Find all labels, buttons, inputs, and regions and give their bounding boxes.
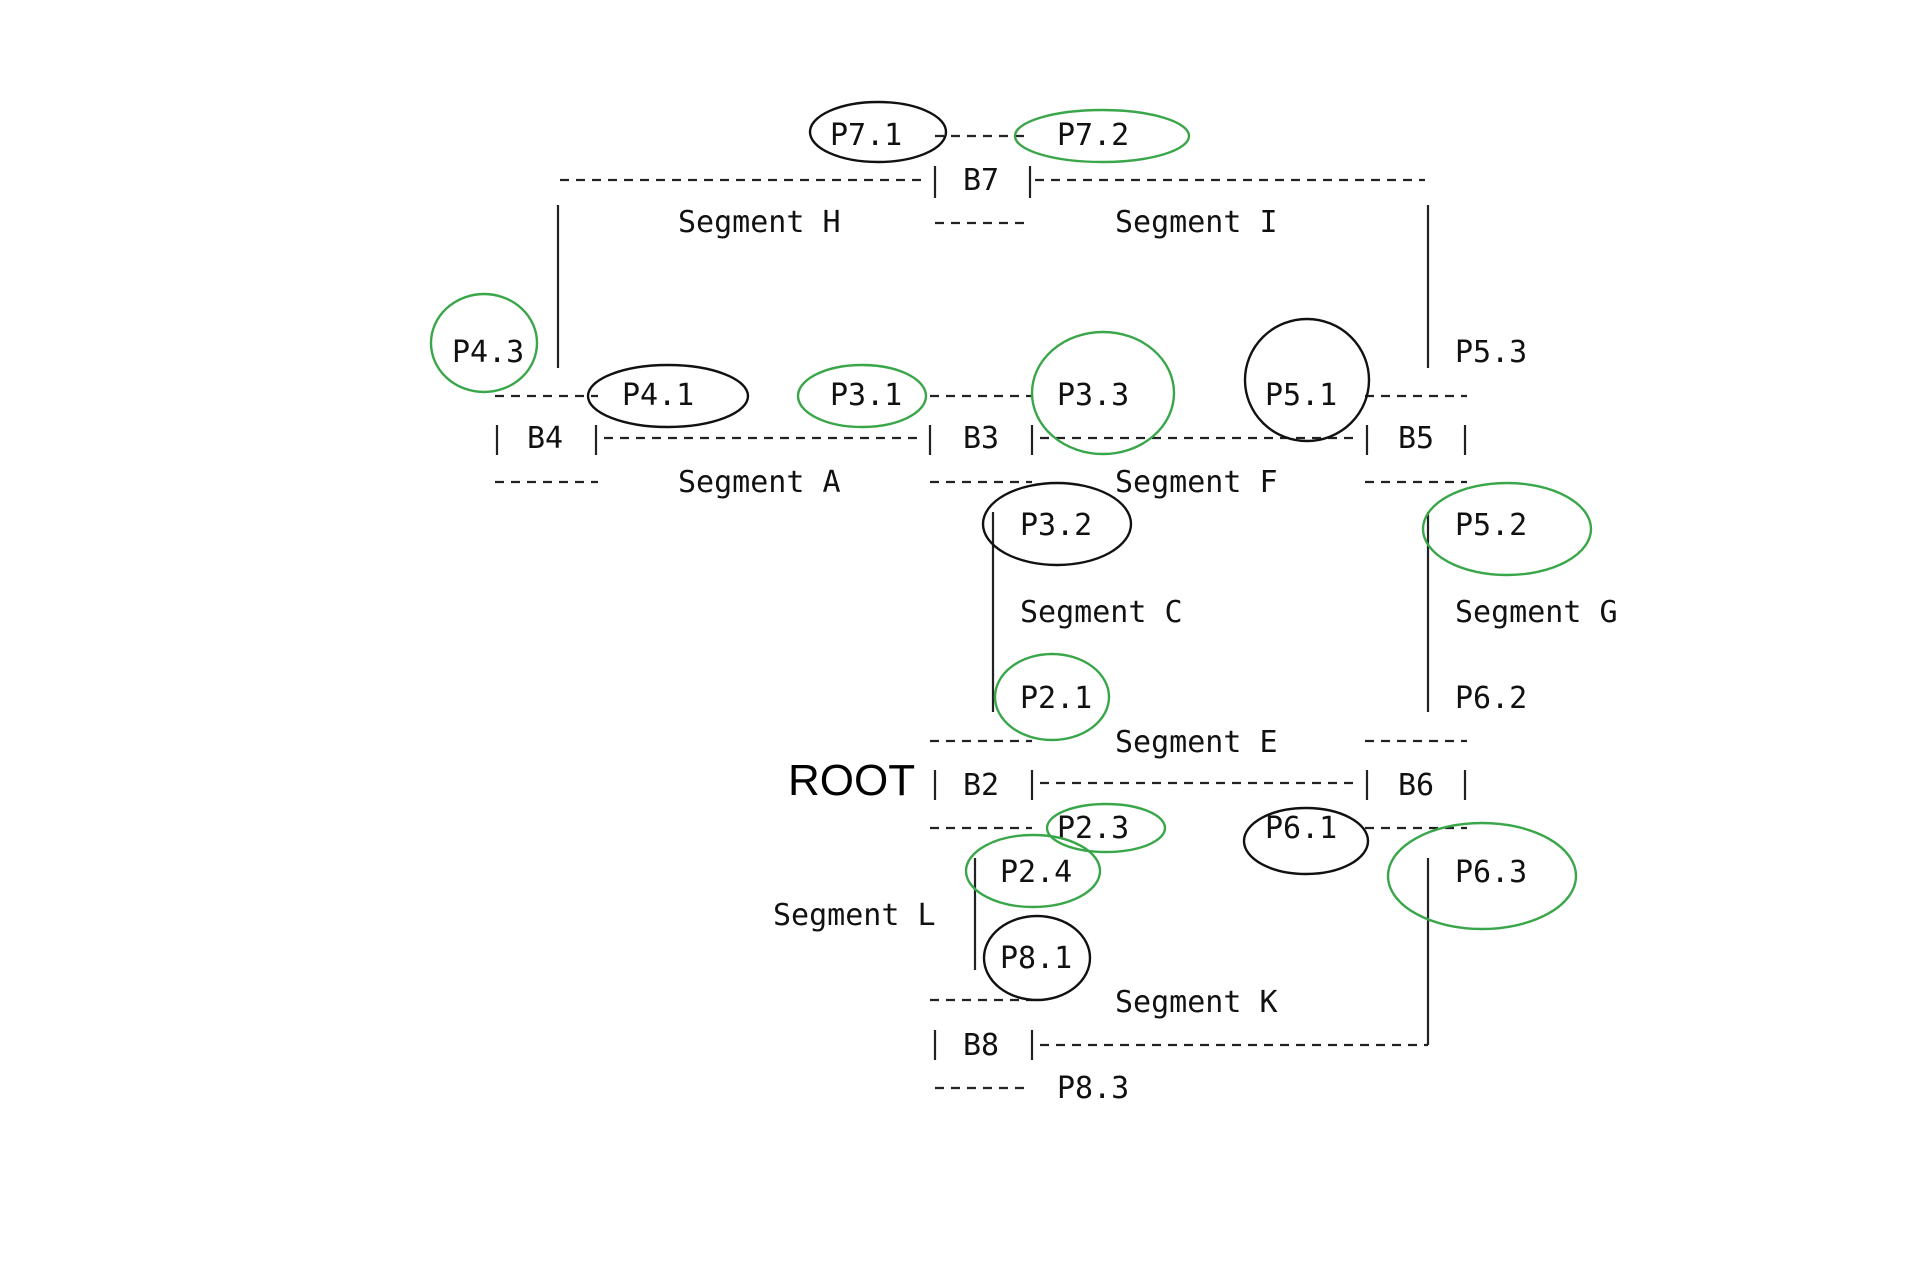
port-p4-3: P4.3: [452, 335, 524, 370]
bridge-b3: B3: [963, 421, 999, 456]
segment-k-label: Segment K: [1115, 985, 1278, 1020]
port-rings: [429, 100, 1593, 1002]
wires: [495, 134, 1467, 1090]
port-p6-2: P6.2: [1455, 681, 1527, 716]
ring-p5-1: [1243, 317, 1371, 443]
ring-p6-1: [1242, 806, 1370, 876]
ports: P7.1 P7.2 P4.3 P5.3 P4.1 P3.1 P3.3 P5.1 …: [452, 118, 1527, 1106]
ring-p3-3: [1030, 330, 1176, 456]
segments: Segment H Segment I Segment A Segment F …: [678, 205, 1618, 1020]
bridge-b2: B2: [963, 768, 999, 803]
port-p6-3: P6.3: [1455, 855, 1527, 890]
ring-p3-1: [796, 363, 928, 429]
port-p2-4: P2.4: [1000, 855, 1072, 890]
port-p3-1: P3.1: [830, 378, 902, 413]
port-p7-1: P7.1: [830, 118, 902, 153]
bridge-b6: B6: [1398, 768, 1434, 803]
bridge-b8: B8: [963, 1028, 999, 1063]
root-label: ROOT: [788, 756, 915, 805]
port-p5-2: P5.2: [1455, 508, 1527, 543]
ring-p6-3: [1386, 821, 1578, 931]
segment-a-label: Segment A: [678, 465, 841, 500]
ring-p5-2: [1421, 481, 1593, 577]
segment-l-label: Segment L: [773, 898, 936, 933]
port-p2-1: P2.1: [1020, 681, 1092, 716]
segment-i-label: Segment I: [1115, 205, 1278, 240]
ring-p3-2: [981, 481, 1133, 567]
bridge-b7: B7: [963, 163, 999, 198]
port-p4-1: P4.1: [622, 378, 694, 413]
port-p6-1: P6.1: [1265, 811, 1337, 846]
segment-h-label: Segment H: [678, 205, 841, 240]
ring-p4-3: [429, 292, 539, 394]
ring-p7-1: [808, 100, 948, 164]
segment-c-label: Segment C: [1020, 595, 1183, 630]
port-p3-3: P3.3: [1057, 378, 1129, 413]
port-p3-2: P3.2: [1020, 508, 1092, 543]
port-p5-1: P5.1: [1265, 378, 1337, 413]
bridge-b4: B4: [527, 421, 563, 456]
segment-e-label: Segment E: [1115, 725, 1278, 760]
ring-p7-2: [1013, 108, 1191, 164]
bridge-b5: B5: [1398, 421, 1434, 456]
port-p8-1: P8.1: [1000, 941, 1072, 976]
segment-f-label: Segment F: [1115, 465, 1278, 500]
port-p7-2: P7.2: [1057, 118, 1129, 153]
port-p5-3: P5.3: [1455, 335, 1527, 370]
ring-p2-4: [964, 833, 1102, 909]
ring-p4-1: [586, 363, 750, 429]
ring-p2-1: [993, 652, 1111, 742]
ring-p2-3: [1045, 802, 1167, 854]
ring-p8-1: [982, 914, 1092, 1002]
bridges: B7 B4 B3 B5 B2 B6 B8: [527, 163, 1434, 1063]
port-p8-3: P8.3: [1057, 1071, 1129, 1106]
segment-g-label: Segment G: [1455, 595, 1618, 630]
